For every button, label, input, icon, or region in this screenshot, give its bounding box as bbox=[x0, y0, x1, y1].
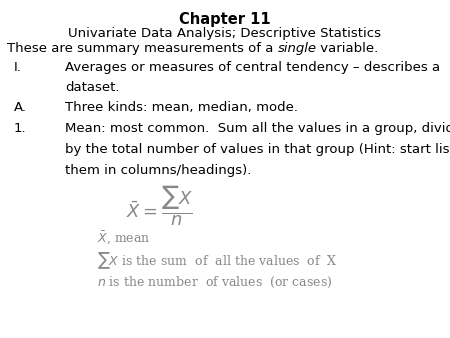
Text: single: single bbox=[277, 42, 316, 55]
Text: I.: I. bbox=[14, 61, 22, 74]
Text: variable.: variable. bbox=[316, 42, 378, 55]
Text: $n$ is the number  of values  (or cases): $n$ is the number of values (or cases) bbox=[97, 275, 332, 290]
Text: them in columns/headings).: them in columns/headings). bbox=[65, 164, 252, 176]
Text: Averages or measures of central tendency – describes a: Averages or measures of central tendency… bbox=[65, 61, 441, 74]
Text: $\sum X$ is the sum  of  all the values  of  X: $\sum X$ is the sum of all the values of… bbox=[97, 250, 338, 271]
Text: Chapter 11: Chapter 11 bbox=[179, 12, 271, 27]
Text: dataset.: dataset. bbox=[65, 81, 120, 94]
Text: 1.: 1. bbox=[14, 122, 26, 135]
Text: Univariate Data Analysis; Descriptive Statistics: Univariate Data Analysis; Descriptive St… bbox=[68, 27, 382, 40]
Text: $\bar{X}$, mean: $\bar{X}$, mean bbox=[97, 229, 150, 246]
Text: Three kinds: mean, median, mode.: Three kinds: mean, median, mode. bbox=[65, 101, 298, 114]
Text: Mean: most common.  Sum all the values in a group, divide: Mean: most common. Sum all the values in… bbox=[65, 122, 450, 135]
Text: These are summary measurements of a: These are summary measurements of a bbox=[7, 42, 277, 55]
Text: by the total number of values in that group (Hint: start listing: by the total number of values in that gr… bbox=[65, 143, 450, 155]
Text: A.: A. bbox=[14, 101, 27, 114]
Text: $\bar{X} = \dfrac{\sum X}{n}$: $\bar{X} = \dfrac{\sum X}{n}$ bbox=[126, 184, 193, 228]
